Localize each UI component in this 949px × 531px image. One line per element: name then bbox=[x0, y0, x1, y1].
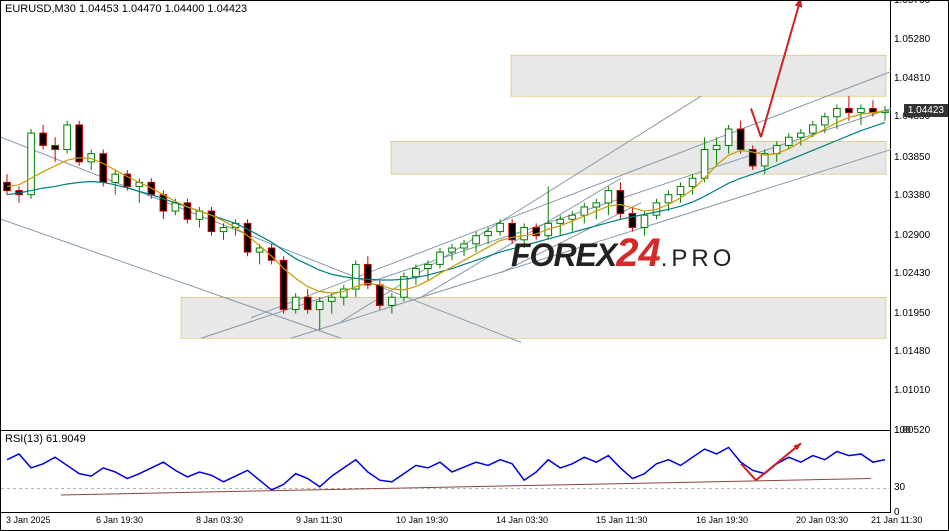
x-tick-label: 20 Jan 03:30 bbox=[796, 515, 848, 525]
rsi-chart-svg bbox=[1, 431, 891, 513]
x-tick-label: 16 Jan 19:30 bbox=[696, 515, 748, 525]
y-tick-label: 1.02900 bbox=[894, 230, 930, 241]
y-tick-label: 1.04810 bbox=[894, 73, 930, 84]
y-tick-label: 1.01950 bbox=[894, 308, 930, 319]
rsi-title: RSI(13) 61.9049 bbox=[5, 433, 86, 445]
y-tick-label: 1.01480 bbox=[894, 346, 930, 357]
y-tick-label: 1.05280 bbox=[894, 34, 930, 45]
x-tick-label: 21 Jan 11:30 bbox=[871, 515, 922, 525]
y-tick-label: 1.01010 bbox=[894, 385, 930, 396]
x-tick-label: 3 Jan 2025 bbox=[6, 515, 51, 525]
rsi-tick-label: 30 bbox=[894, 482, 905, 493]
x-tick-label: 14 Jan 03:30 bbox=[496, 515, 548, 525]
main-chart-svg bbox=[1, 1, 891, 431]
x-tick-label: 6 Jan 19:30 bbox=[96, 515, 143, 525]
rsi-indicator-chart: RSI(13) 61.9049 bbox=[1, 431, 891, 513]
x-tick-label: 8 Jan 03:30 bbox=[196, 515, 243, 525]
y-tick-label: 1.03850 bbox=[894, 152, 930, 163]
x-tick-label: 9 Jan 11:30 bbox=[296, 515, 342, 525]
y-tick-label: 1.05760 bbox=[894, 0, 930, 6]
y-tick-label: 1.02430 bbox=[894, 268, 930, 279]
current-price-label: 1.04423 bbox=[904, 104, 948, 117]
y-tick-label: 1.03380 bbox=[894, 190, 930, 201]
main-price-chart: EURUSD,M30 1.04453 1.04470 1.04400 1.044… bbox=[1, 1, 891, 431]
watermark-logo: FOREX24.PRO bbox=[511, 231, 735, 276]
x-axis-time: 3 Jan 2025 6 Jan 19:30 8 Jan 03:30 9 Jan 11… bbox=[1, 512, 891, 530]
x-tick-label: 15 Jan 11:30 bbox=[596, 515, 647, 525]
y-axis-rsi: 030100 bbox=[890, 431, 948, 513]
chart-container: EURUSD,M30 1.04453 1.04470 1.04400 1.044… bbox=[0, 0, 949, 531]
y-axis-price: 1.005201.010101.014801.019501.024301.029… bbox=[890, 1, 948, 431]
rsi-tick-label: 100 bbox=[894, 425, 911, 436]
chart-title: EURUSD,M30 1.04453 1.04470 1.04400 1.044… bbox=[5, 3, 247, 15]
x-tick-label: 10 Jan 19:30 bbox=[396, 515, 448, 525]
